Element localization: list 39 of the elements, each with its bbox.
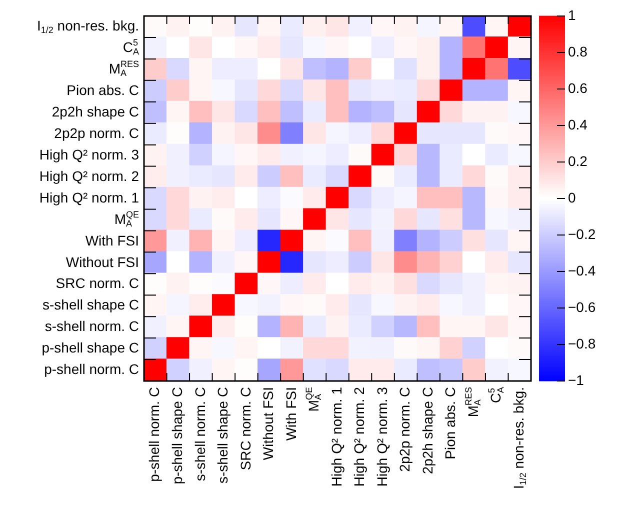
y-tick-label: Without FSI [66, 254, 140, 270]
color-bar-label: −0.8 [568, 335, 596, 352]
y-tick-label: High Q² norm. 1 [39, 189, 140, 206]
x-tick-label: I1/2 non-res. bkg. [510, 386, 528, 489]
x-tick-label: High Q² norm. 1 [328, 386, 344, 487]
color-bar-label: 0.8 [568, 43, 588, 60]
x-tick-label: High Q² norm. 2 [351, 386, 368, 487]
y-tick-label: High Q² norm. 3 [39, 146, 140, 162]
color-bar-label: 0.4 [568, 116, 588, 132]
x-tick-label: 2p2p norm. C [396, 386, 413, 472]
x-tick-label: CA5 [486, 386, 506, 404]
color-bar-label: 1 [568, 6, 576, 23]
x-tick-label: MAQE [304, 386, 324, 412]
x-tick-label: MARES [464, 386, 483, 418]
x-tick-label: SRC norm. C [237, 387, 254, 470]
y-tick-label: Pion abs. C [66, 82, 140, 98]
color-bar-label: −0.6 [568, 298, 596, 315]
y-tick-label: High Q² norm. 2 [39, 168, 140, 184]
x-tick-label: s-shell norm. C [192, 386, 208, 482]
color-bar-label: −1 [568, 372, 584, 388]
y-tick-label: s-shell shape C [42, 296, 140, 313]
color-bar-label: 0.2 [568, 152, 588, 169]
x-tick-label: Without FSI [260, 386, 276, 460]
color-bar-label: −0.2 [568, 226, 596, 242]
x-tick-label: 2p2h shape C [419, 386, 436, 474]
y-tick-label: s-shell norm. C [44, 318, 140, 334]
x-tick-label: Pion abs. C [442, 386, 458, 460]
color-bar-label: 0.6 [568, 80, 588, 96]
y-tick-label: SRC norm. C [56, 275, 139, 292]
color-bar-label: −0.4 [568, 262, 596, 278]
y-tick-label: p-shell norm. C [44, 361, 140, 378]
x-tick-label: With FSI [282, 386, 299, 441]
color-bar-label: 0 [568, 189, 576, 206]
y-tick-label: 2p2p norm. C [54, 124, 140, 141]
x-tick-label: s-shell shape C [214, 386, 231, 484]
y-tick-label: With FSI [85, 232, 140, 248]
y-tick-label: p-shell shape C [42, 340, 140, 356]
y-tick-label: 2p2h shape C [52, 103, 140, 120]
x-tick-label: High Q² norm. 3 [374, 386, 390, 487]
